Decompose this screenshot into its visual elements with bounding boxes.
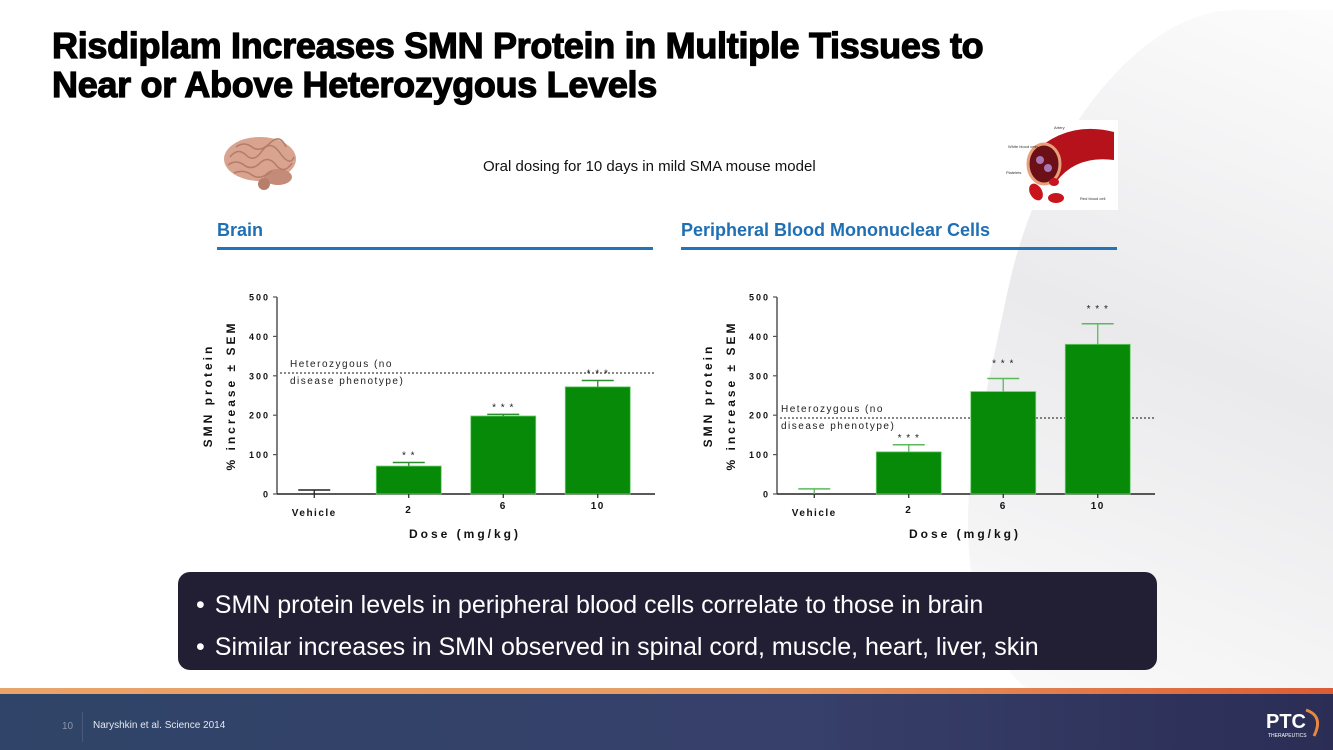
y-tick-label: 300 xyxy=(749,371,770,381)
panel-heading-pbmc: Peripheral Blood Mononuclear Cells xyxy=(681,220,1117,250)
x-axis-label: Dose (mg/kg) xyxy=(409,527,521,541)
bar-10 xyxy=(1064,343,1131,495)
y-tick-label: 200 xyxy=(749,411,770,421)
x-tick-label: Vehicle xyxy=(292,508,337,519)
x-tick-label: 6 xyxy=(1000,501,1007,512)
significance-label: * * xyxy=(402,450,416,461)
significance-label: * * * xyxy=(898,433,920,444)
reference-line-label-2: disease phenotype) xyxy=(781,421,895,432)
bar-6 xyxy=(470,415,537,495)
footer xyxy=(0,694,1333,750)
y-tick-label: 300 xyxy=(249,371,270,381)
panel-heading-brain: Brain xyxy=(217,220,653,250)
page-number: 10 xyxy=(62,721,74,732)
bar-10 xyxy=(564,386,631,495)
blood-label-platelets: Platelets xyxy=(1006,170,1021,175)
blood-vessel-image: Artery White blood cells Platelets Red b… xyxy=(996,120,1118,210)
x-axis-label: Dose (mg/kg) xyxy=(909,527,1021,541)
x-tick-label: 2 xyxy=(905,505,912,516)
x-tick-label: 2 xyxy=(405,505,412,516)
slide-title-line-2: Near or Above Heterozygous Levels xyxy=(51,64,657,105)
reference-line-label-1: Heterozygous (no xyxy=(781,404,884,415)
chart-brain: 0 100 200 300 400 500 SMN protein % increase ± … xyxy=(201,293,655,541)
blood-label-wbc: White blood cells xyxy=(1008,144,1038,149)
y-tick-label: 0 xyxy=(763,490,770,500)
ptc-logo: PTC THERAPEUTICS xyxy=(1266,708,1320,739)
logo-text: PTC xyxy=(1266,711,1306,733)
y-axis-label-line-2: % increase ± SEM xyxy=(224,321,238,471)
bar-2 xyxy=(375,465,442,495)
bar-6 xyxy=(970,391,1037,495)
y-tick-label: 100 xyxy=(749,450,770,460)
blood-label-artery: Artery xyxy=(1054,125,1065,130)
bar-2 xyxy=(875,451,942,495)
y-axis-label-line-1: SMN protein xyxy=(701,344,715,448)
slide-title: Risdiplam Increases SMN Protein in Multi… xyxy=(51,25,984,105)
x-tick-label: 6 xyxy=(500,501,507,512)
x-tick-label: 10 xyxy=(1091,501,1105,512)
chart-pbmc: 0 100 200 300 400 500 SMN protein % increase ± … xyxy=(701,293,1155,541)
callout-bullet: SMN protein levels in peripheral blood c… xyxy=(196,584,1157,626)
x-tick-label: 10 xyxy=(591,501,605,512)
y-axis-label-line-2: % increase ± SEM xyxy=(724,321,738,471)
reference-line-label-2: disease phenotype) xyxy=(290,376,404,387)
logo-subtext: THERAPEUTICS xyxy=(1268,733,1307,739)
y-tick-label: 500 xyxy=(749,293,770,303)
brain-image xyxy=(224,137,296,190)
y-tick-label: 400 xyxy=(749,332,770,342)
citation: Naryshkin et al. Science 2014 xyxy=(93,720,226,731)
significance-label: * * * xyxy=(1087,304,1109,315)
y-tick-label: 100 xyxy=(249,450,270,460)
y-tick-label: 500 xyxy=(249,293,270,303)
significance-label: * * * xyxy=(992,359,1014,370)
significance-label: * * * xyxy=(587,369,609,380)
y-axis-label-line-1: SMN protein xyxy=(201,344,215,448)
y-tick-label: 400 xyxy=(249,332,270,342)
key-findings-callout: SMN protein levels in peripheral blood c… xyxy=(178,572,1157,670)
blood-label-rbc: Red blood cell xyxy=(1080,196,1105,201)
slide-subtitle: Oral dosing for 10 days in mild SMA mous… xyxy=(483,158,816,175)
reference-line-label-1: Heterozygous (no xyxy=(290,359,393,370)
significance-label: * * * xyxy=(492,402,514,413)
y-tick-label: 0 xyxy=(263,490,270,500)
y-tick-label: 200 xyxy=(249,411,270,421)
x-tick-label: Vehicle xyxy=(792,508,837,519)
callout-bullet: Similar increases in SMN observed in spi… xyxy=(196,626,1157,668)
footer-divider xyxy=(82,712,83,742)
slide-title-line-1: Risdiplam Increases SMN Protein in Multi… xyxy=(51,25,984,66)
footer-accent-bar xyxy=(0,688,1333,694)
